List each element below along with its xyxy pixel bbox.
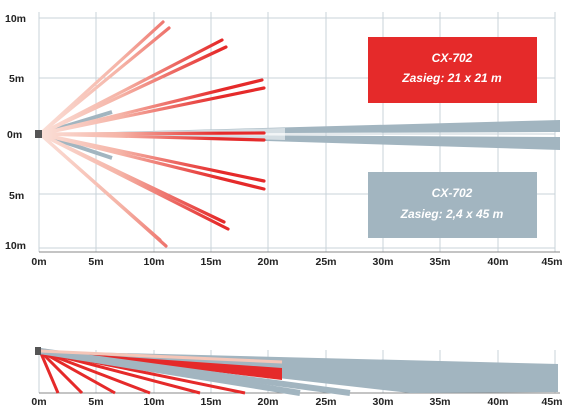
wide-beam-line xyxy=(38,45,228,136)
x-tick-top: 0m xyxy=(31,256,46,268)
x-axis-side: 0m 5m 10m 15m 20m 25m 30m 35m 40m 45m xyxy=(31,396,562,408)
long-pattern-range: Zasieg: 2,4 x 45 m xyxy=(400,207,504,221)
side-red-line xyxy=(38,349,84,395)
wide-beam-line xyxy=(38,132,266,142)
long-beam-upper xyxy=(40,120,560,134)
y-tick-5m-top: 5m xyxy=(9,73,24,85)
wide-beam-line xyxy=(38,132,230,231)
x-tick-top: 35m xyxy=(429,256,450,268)
x-tick-side: 25m xyxy=(315,396,336,408)
x-tick-top: 30m xyxy=(372,256,393,268)
side-red-line xyxy=(39,349,151,395)
wide-beam-line xyxy=(38,86,266,136)
side-view-beams xyxy=(38,348,558,396)
x-tick-top: 45m xyxy=(541,256,562,268)
side-grey-line xyxy=(39,348,351,396)
wide-beam-line xyxy=(38,26,171,136)
x-axis-top: 0m 5m 10m 15m 20m 25m 30m 35m 40m 45m xyxy=(31,256,562,268)
wide-pattern-box-bg xyxy=(368,37,537,103)
x-tick-side: 0m xyxy=(31,396,46,408)
x-tick-side: 10m xyxy=(143,396,164,408)
sensor-side-icon xyxy=(35,347,41,355)
wide-beam-line xyxy=(38,132,168,248)
side-red-line xyxy=(38,350,60,394)
long-pattern-box: CX-702 Zasieg: 2,4 x 45 m xyxy=(368,172,537,238)
y-tick-10m-top: 10m xyxy=(5,13,26,25)
x-tick-side: 40m xyxy=(487,396,508,408)
long-pattern-box-bg xyxy=(368,172,537,238)
wide-angle-beams xyxy=(38,20,266,248)
wide-pattern-title: CX-702 xyxy=(432,51,473,65)
x-tick-side: 35m xyxy=(429,396,450,408)
side-red-line xyxy=(39,349,116,395)
side-highlight-line xyxy=(39,349,283,364)
x-tick-side: 20m xyxy=(257,396,278,408)
sensor-icon xyxy=(35,130,42,138)
wide-pattern-range: Zasieg: 21 x 21 m xyxy=(401,71,502,85)
x-tick-side: 45m xyxy=(541,396,562,408)
x-tick-side: 15m xyxy=(200,396,221,408)
y-tick-0m: 0m xyxy=(7,129,22,141)
x-tick-top: 20m xyxy=(257,256,278,268)
x-tick-side: 30m xyxy=(372,396,393,408)
x-tick-top: 25m xyxy=(315,256,336,268)
x-tick-top: 5m xyxy=(88,256,103,268)
y-tick-5m-bottom: 5m xyxy=(9,190,24,202)
x-tick-top: 15m xyxy=(200,256,221,268)
long-pattern-title: CX-702 xyxy=(432,186,473,200)
x-tick-side: 5m xyxy=(88,396,103,408)
wide-pattern-box: CX-702 Zasieg: 21 x 21 m xyxy=(368,37,537,103)
x-tick-top: 10m xyxy=(143,256,164,268)
wide-beam-line xyxy=(38,132,266,191)
x-tick-top: 40m xyxy=(487,256,508,268)
y-tick-10m-bottom: 10m xyxy=(5,240,26,252)
